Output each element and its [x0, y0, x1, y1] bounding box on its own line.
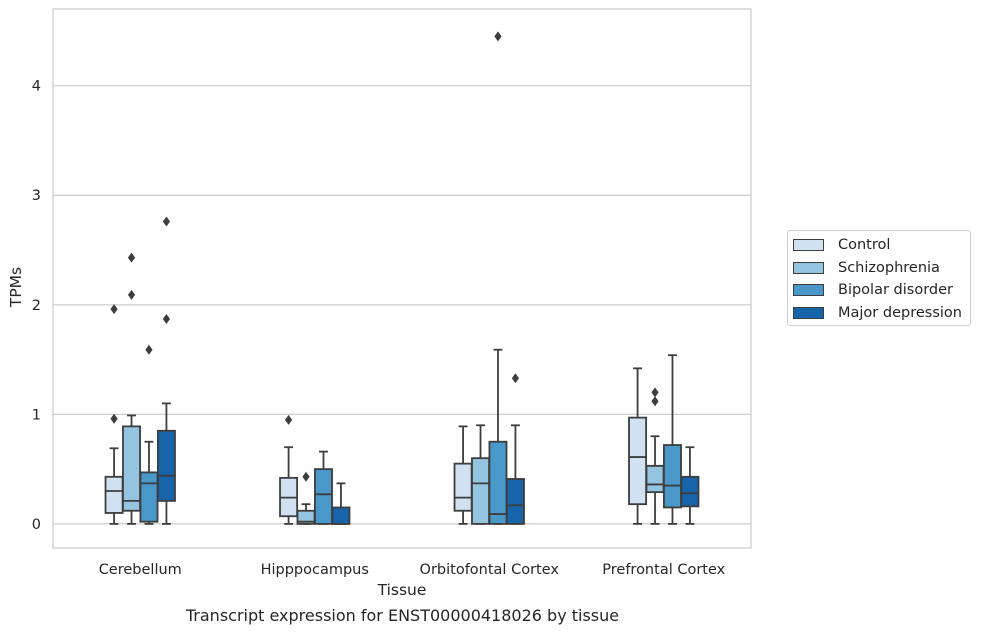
- chart-caption: Transcript expression for ENST0000041802…: [185, 606, 620, 625]
- box-body: [139, 471, 159, 523]
- y-tick-label: 1: [32, 407, 41, 423]
- x-tick-label: Orbitofontal Cortex: [420, 562, 560, 578]
- box-control: [453, 425, 473, 525]
- legend-label: Control: [838, 237, 891, 254]
- outlier-point: [127, 289, 136, 300]
- outlier-point: [511, 373, 520, 384]
- box-major-depression: [156, 216, 176, 525]
- legend-item: Major depression: [793, 302, 970, 325]
- box-body: [156, 429, 176, 502]
- y-tick-labels: 0 1 2 3 4: [32, 79, 41, 533]
- outlier-point: [651, 396, 659, 407]
- outlier-point: [651, 387, 659, 398]
- legend-swatch: [793, 284, 824, 297]
- box-major-depression: [505, 373, 525, 525]
- x-tick-label: Prefrontal Cortex: [602, 562, 725, 578]
- y-tick-label: 4: [32, 79, 41, 95]
- legend-item: Bipolar disorder: [793, 279, 970, 302]
- box-body: [488, 440, 508, 525]
- box-schizophrenia: [471, 424, 490, 525]
- y-tick-label: 3: [32, 188, 41, 204]
- y-axis-title: TPMs: [7, 267, 25, 308]
- outlier-point: [110, 413, 118, 424]
- box-body: [628, 416, 648, 506]
- outlier-point: [302, 471, 310, 482]
- box-schizophrenia: [296, 471, 316, 525]
- box-major-depression: [680, 446, 700, 525]
- box-body: [663, 444, 682, 509]
- box-schizophrenia: [122, 252, 141, 525]
- box-body: [505, 478, 525, 525]
- box-control: [279, 414, 299, 525]
- legend-item: Control: [793, 234, 970, 257]
- outlier-point: [110, 304, 118, 315]
- legend-label: Bipolar disorder: [838, 282, 953, 299]
- box-major-depression: [331, 482, 351, 525]
- x-axis-title: Tissue: [377, 581, 427, 599]
- outlier-point: [284, 414, 293, 425]
- box-body: [104, 475, 124, 514]
- y-tick-label: 2: [32, 298, 41, 314]
- y-tick-label: 0: [32, 517, 41, 533]
- box-body: [680, 475, 700, 508]
- legend-label: Major depression: [838, 304, 962, 321]
- x-tick-labels: Cerebellum Hipppocampus Orbitofontal Corte…: [99, 562, 726, 578]
- box-body: [453, 462, 473, 512]
- outlier-point: [145, 344, 153, 355]
- box-bipolar-disorder: [139, 344, 159, 525]
- box-groups: [104, 31, 700, 525]
- box-bipolar-disorder: [314, 450, 333, 525]
- plot-area-frame: [52, 8, 752, 549]
- box-control: [628, 367, 648, 525]
- legend-item: Schizophrenia: [793, 257, 970, 280]
- x-tick-label: Hipppocampus: [261, 562, 369, 578]
- legend-swatch: [793, 239, 824, 252]
- outlier-point: [127, 252, 136, 263]
- box-body: [645, 464, 665, 494]
- outlier-point: [162, 216, 171, 227]
- legend: Control Schizophrenia Bipolar disorder Majo…: [787, 230, 971, 326]
- box-bipolar-disorder: [488, 31, 508, 525]
- x-tick-label: Cerebellum: [99, 562, 182, 578]
- legend-label: Schizophrenia: [838, 259, 940, 276]
- box-body: [471, 457, 490, 525]
- box-body: [331, 506, 351, 525]
- outlier-point: [494, 31, 502, 42]
- legend-swatch: [793, 306, 824, 319]
- box-body: [122, 425, 141, 512]
- box-bipolar-disorder: [663, 354, 682, 525]
- box-body: [314, 468, 333, 525]
- legend-swatch: [793, 261, 824, 274]
- box-schizophrenia: [645, 387, 665, 525]
- outlier-point: [162, 314, 171, 325]
